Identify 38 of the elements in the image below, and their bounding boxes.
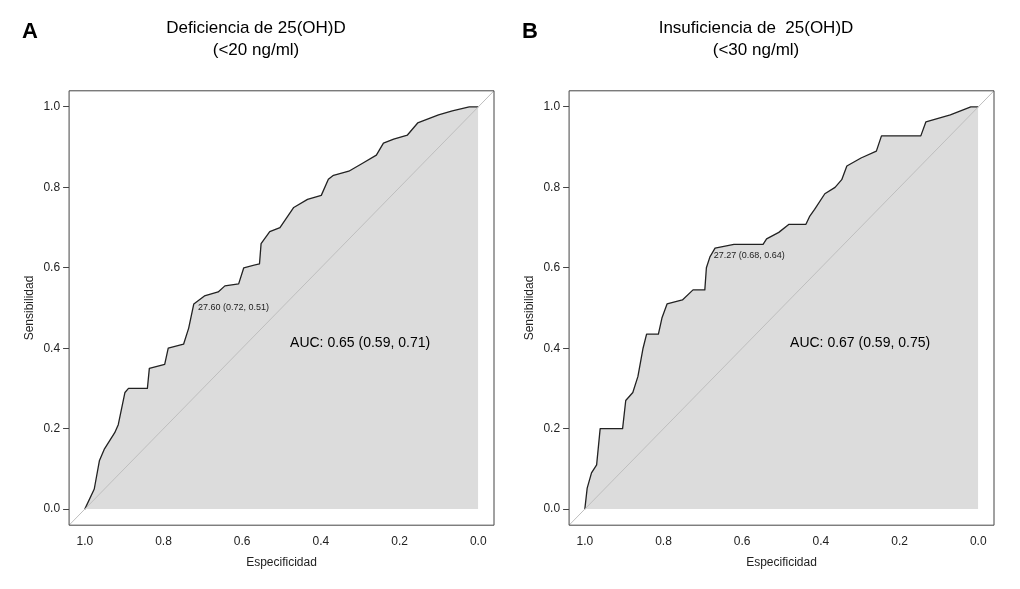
text: A: [22, 18, 38, 44]
x-tick-label: 0.0: [469, 533, 487, 548]
y-tick-label: 0.6: [543, 260, 561, 275]
annotation: 27.27 (0.68, 0.64): [713, 250, 785, 261]
text: B: [522, 18, 538, 44]
annotation: 27.60 (0.72, 0.51): [197, 302, 270, 313]
chart-subtitle: (<30 ng/ml): [712, 40, 800, 60]
x-tick-label: 0.8: [155, 533, 173, 548]
x-axis-title: Especificidad: [746, 555, 817, 570]
y-tick-label: 1.0: [43, 99, 61, 114]
y-tick-label: 0.2: [543, 420, 561, 435]
y-tick-label: 0.4: [43, 340, 61, 355]
x-axis-title: Especificidad: [246, 555, 317, 570]
y-tick-label: 0.8: [43, 179, 61, 194]
y-axis-title: Sensibilidad: [521, 275, 536, 341]
annotation: AUC: 0.65 (0.59, 0.71): [290, 333, 431, 350]
y-tick-label: 0.0: [543, 501, 561, 516]
x-tick-label: 1.0: [76, 533, 94, 548]
x-tick-label: 0.2: [891, 533, 909, 548]
chart-title: Insuficiencia de 25(OH)D: [658, 17, 854, 37]
annotation: AUC: 0.67 (0.59, 0.75): [790, 333, 931, 350]
chart-subtitle: (<20 ng/ml): [212, 40, 300, 60]
x-tick-label: 0.8: [655, 533, 673, 548]
x-tick-label: 0.2: [391, 533, 409, 548]
x-tick-label: 0.4: [312, 533, 330, 548]
y-tick-label: 0.8: [543, 179, 561, 194]
x-tick-label: 0.4: [812, 533, 830, 548]
y-tick-label: 0.6: [43, 260, 61, 275]
y-axis-title: Sensibilidad: [21, 275, 36, 341]
y-tick-label: 0.2: [43, 420, 61, 435]
x-tick-label: 0.6: [733, 533, 751, 548]
chart-title: Deficiencia de 25(OH)D: [166, 17, 346, 37]
y-tick-label: 0.4: [543, 340, 561, 355]
x-tick-label: 0.6: [233, 533, 251, 548]
x-tick-label: 1.0: [576, 533, 594, 548]
x-tick-label: 0.0: [969, 533, 987, 548]
y-tick-label: 1.0: [543, 99, 561, 114]
y-tick-label: 0.0: [43, 501, 61, 516]
